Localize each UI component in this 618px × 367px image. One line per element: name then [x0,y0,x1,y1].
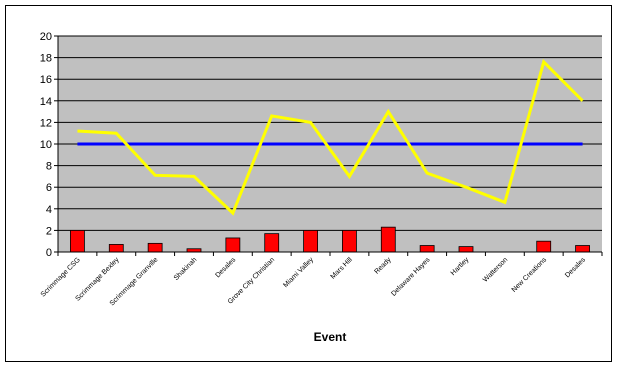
bar [303,229,318,253]
y-tick-label: 12 [40,117,52,129]
bar [264,233,280,253]
x-tick-label: Mars Hill [330,256,355,281]
x-tick-label: Desales [214,256,237,279]
y-tick-label: 20 [40,31,52,43]
bar [575,245,590,253]
line-series [77,59,584,216]
bar [458,246,474,253]
x-tick-label: Shakinah [173,256,199,282]
axes [54,35,603,256]
y-tick-label: 2 [46,225,52,237]
series-line [77,59,584,216]
bar [342,229,357,253]
y-tick-label: 8 [46,161,52,173]
x-tick-label: Watterson [482,256,509,283]
bar [108,244,124,253]
y-tick-label: 4 [46,204,52,216]
bar [419,245,435,253]
x-tick-label: Delaware Hayes [390,256,432,298]
x-tick-label: Hartley [450,256,471,277]
x-tick-label: Ready [373,256,393,276]
bar [536,240,552,253]
y-tick-label: 14 [40,96,52,108]
y-tick-label: 6 [46,182,52,194]
bar [147,242,163,253]
x-tick-label: Scrimmage CSG [40,256,82,298]
bar [225,237,241,253]
y-tick-label: 18 [40,53,52,65]
y-tick-label: 16 [40,74,52,86]
bar [380,226,396,253]
x-tick-label: Miami Valley [282,256,315,289]
x-axis-label: Event [314,330,347,344]
y-tick-label: 0 [46,247,52,259]
y-tick-label: 10 [40,139,52,151]
x-tick-label: New Creations [511,256,549,294]
x-tick-label: Desales [564,256,587,279]
y-tick-labels: 0 2 4 6 8 10 12 14 16 18 20 [40,31,52,259]
bar [70,229,85,253]
